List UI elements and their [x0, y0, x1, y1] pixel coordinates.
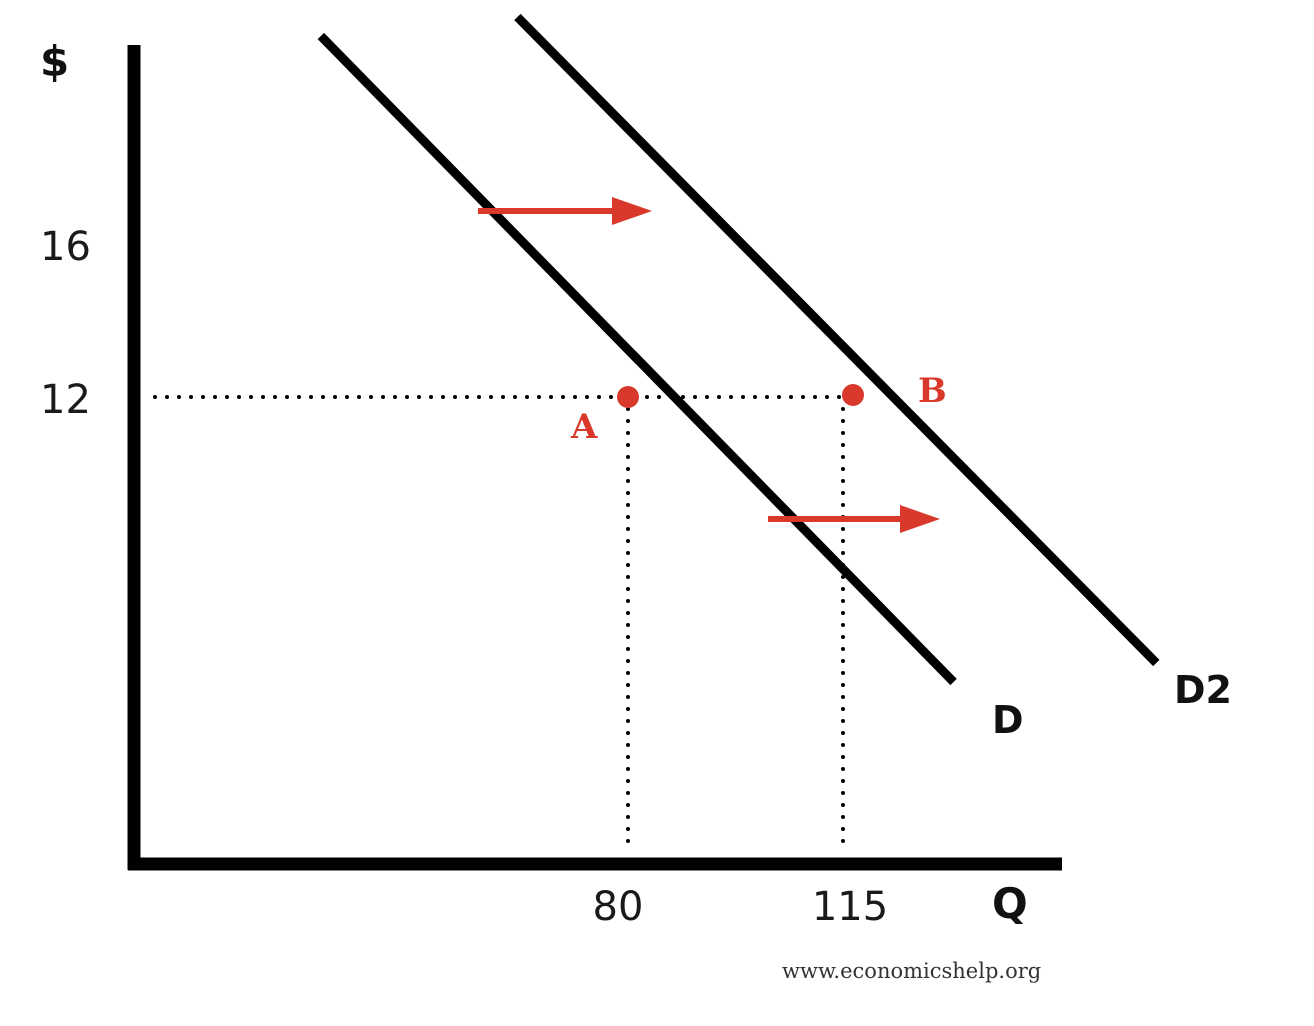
demand-curve-d: [317, 32, 957, 686]
point-b-marker: [842, 384, 864, 406]
source-credit: www.economicshelp.org: [782, 959, 1041, 983]
shift-arrow-upper: [478, 197, 652, 225]
curve-label-d: D: [992, 698, 1024, 742]
point-b-label: B: [918, 371, 947, 411]
y-axis-label: $: [40, 37, 69, 86]
point-a-label: A: [570, 407, 598, 447]
x-tick-label-80: 80: [593, 884, 644, 930]
demand-curve-d2: [514, 13, 1160, 667]
shift-arrow-lower: [768, 505, 940, 533]
x-axis-label: Q: [992, 879, 1028, 928]
curve-label-d2: D2: [1174, 668, 1232, 712]
point-a-marker: [617, 386, 639, 408]
x-tick-label-115: 115: [812, 884, 888, 930]
y-tick-label-12: 12: [40, 377, 91, 423]
y-tick-label-16: 16: [40, 224, 91, 270]
